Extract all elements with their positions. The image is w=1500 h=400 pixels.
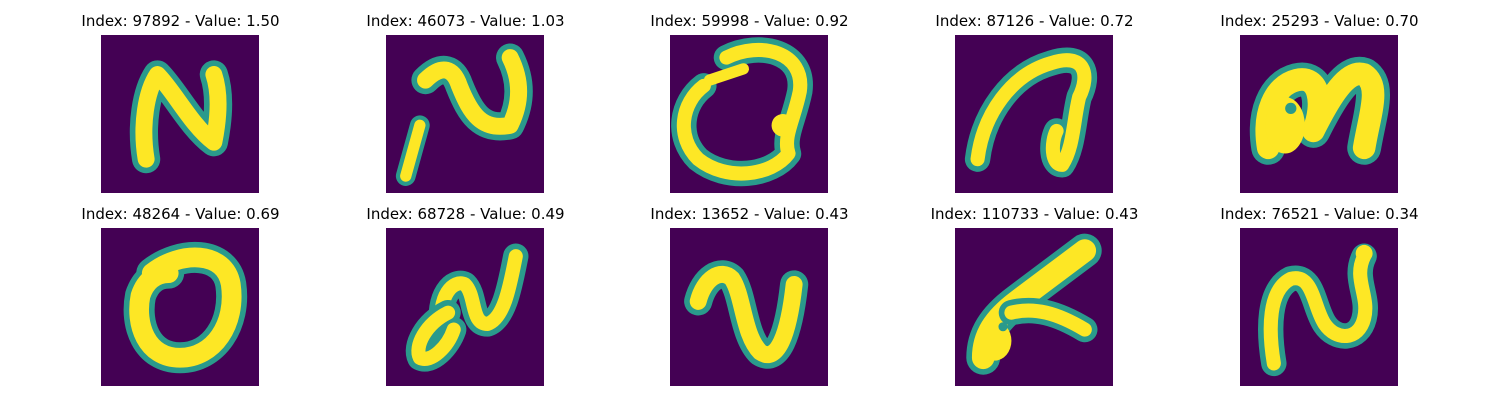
- digit-image: [386, 35, 544, 193]
- digit-image: [386, 228, 544, 386]
- panel: Index: 87126 - Value: 0.72: [892, 0, 1177, 193]
- panel: Index: 110733 - Value: 0.43: [892, 193, 1177, 386]
- panel: Index: 46073 - Value: 1.03: [323, 0, 608, 193]
- digit-image: [1240, 35, 1398, 193]
- digit-image: [670, 228, 828, 386]
- panel-title: Index: 13652 - Value: 0.43: [650, 205, 849, 223]
- panel: Index: 68728 - Value: 0.49: [323, 193, 608, 386]
- panel: Index: 97892 - Value: 1.50: [38, 0, 323, 193]
- panel-title: Index: 46073 - Value: 1.03: [366, 12, 565, 30]
- panel-title: Index: 87126 - Value: 0.72: [935, 12, 1134, 30]
- panel: Index: 76521 - Value: 0.34: [1177, 193, 1462, 386]
- panel-title: Index: 59998 - Value: 0.92: [650, 12, 849, 30]
- digit-image: [955, 35, 1113, 193]
- panel-title: Index: 25293 - Value: 0.70: [1220, 12, 1419, 30]
- digit-image: [1240, 228, 1398, 386]
- panel-title: Index: 76521 - Value: 0.34: [1220, 205, 1419, 223]
- panel-title: Index: 68728 - Value: 0.49: [366, 205, 565, 223]
- panel: Index: 48264 - Value: 0.69: [38, 193, 323, 386]
- panel: Index: 59998 - Value: 0.92: [607, 0, 892, 193]
- panel-title: Index: 110733 - Value: 0.43: [930, 205, 1139, 223]
- digit-image: [955, 228, 1113, 386]
- panel: Index: 25293 - Value: 0.70: [1177, 0, 1462, 193]
- digit-image: [670, 35, 828, 193]
- panel: Index: 13652 - Value: 0.43: [607, 193, 892, 386]
- panel-title: Index: 97892 - Value: 1.50: [81, 12, 280, 30]
- digit-image: [101, 228, 259, 386]
- digit-image: [101, 35, 259, 193]
- panel-title: Index: 48264 - Value: 0.69: [81, 205, 280, 223]
